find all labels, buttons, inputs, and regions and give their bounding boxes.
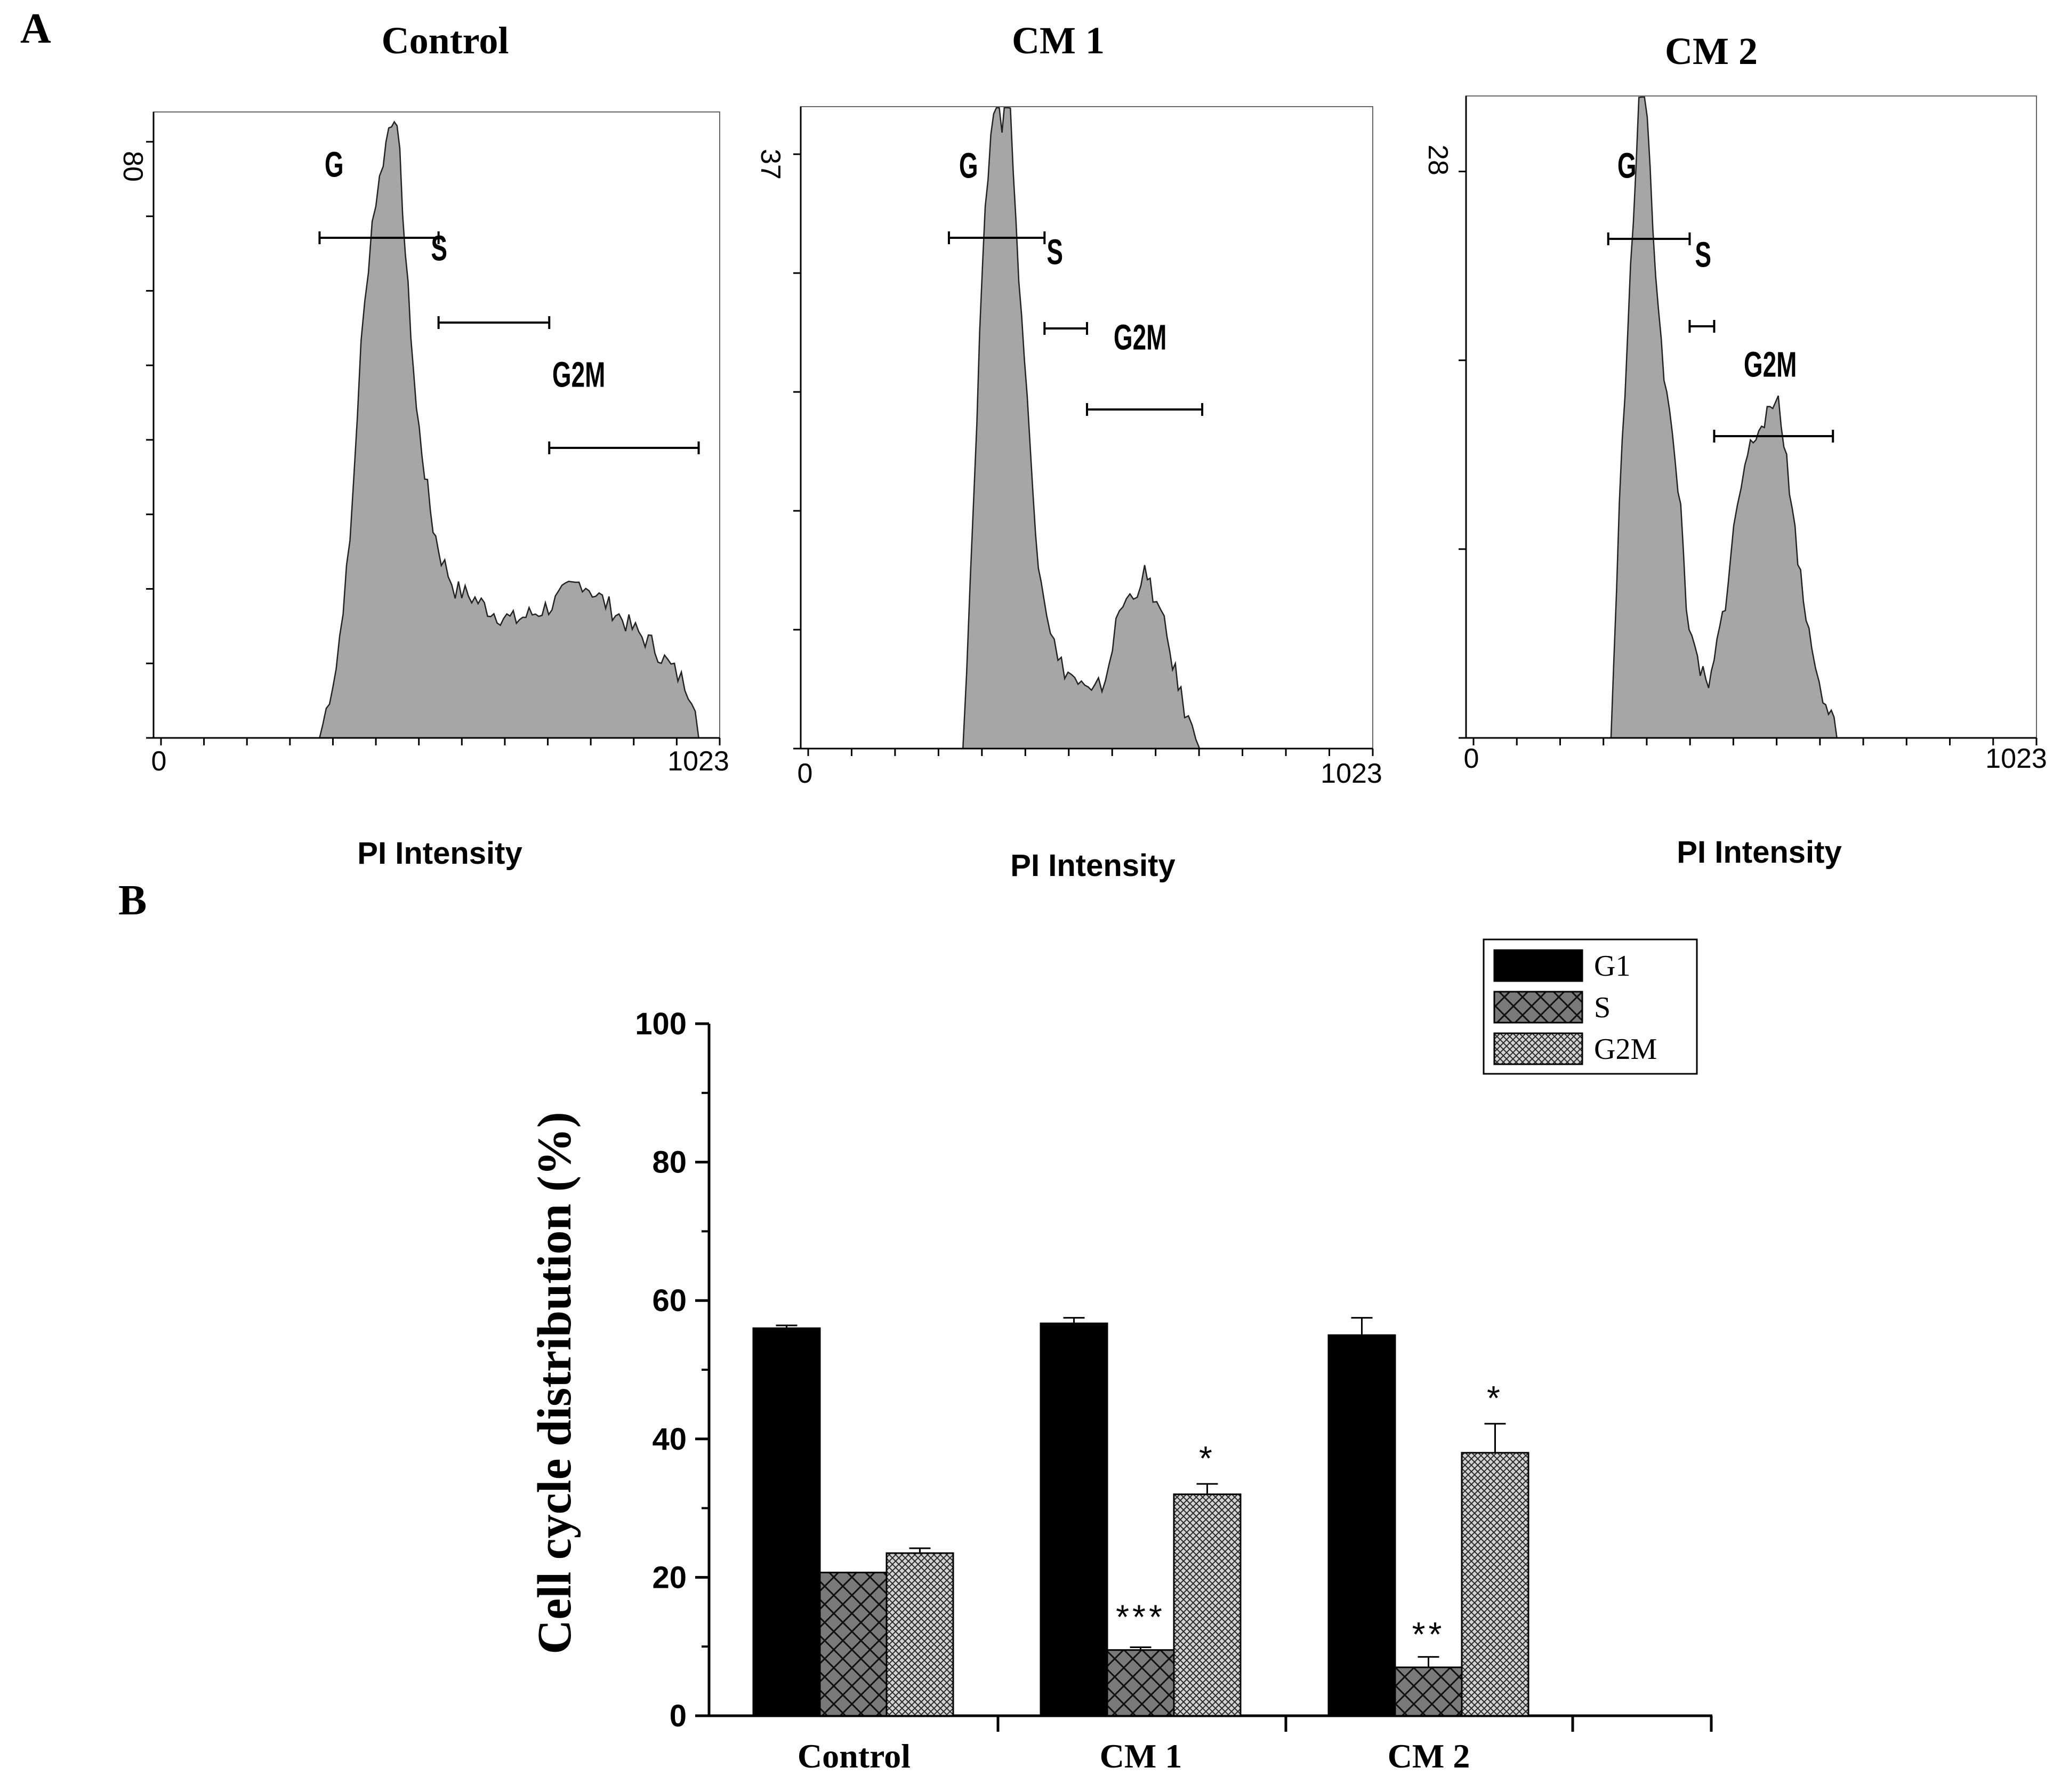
bar-y-axis-title: Cell cycle distribution (%) [528,1112,581,1654]
histogram-x-axis-title: PI Intensity [1677,835,1841,870]
gate-label: G2M [552,355,606,395]
gate-g2m: G2M [1086,318,1204,416]
bar-y-tick-label: 0 [670,1699,687,1733]
histogram-frame [800,106,1373,749]
gate-g: G [318,145,440,244]
bar-chart-cell-cycle: Cell cycle distribution (%) 0 20 40 60 80 100… [528,938,1713,1775]
histogram-cm1: CM 1 G S G2M 37 0 1023 PI Intensity [755,19,1382,883]
histogram-area [1610,96,1838,739]
bar-y-tick-label: 40 [652,1422,687,1457]
histogram-x-axis-title: PI Intensity [1010,848,1175,883]
bar-g2m-1 [885,1552,954,1717]
bar-s-1 [819,1571,888,1717]
bar-y-tick-label: 80 [652,1145,687,1180]
gate-g: G [947,146,1046,244]
legend-label-s: S [1594,991,1611,1024]
histogram-x-min-label: 0 [1464,743,1479,774]
bar-x-axis: Control CM 1 CM 2 [798,1737,1470,1775]
gate-label: G [1617,146,1637,186]
legend-swatch-s [1493,991,1583,1024]
histogram-plot: G S G2M [1459,95,2038,745]
histogram-area [318,120,700,739]
histogram-plot: G S G2M [146,111,721,745]
gate-s: S [1043,232,1089,335]
legend: G1 S G2M [1483,938,1698,1075]
gate-label: G2M [1744,345,1797,385]
gate-s: S [1688,235,1716,333]
bar-category-label-control: Control [798,1737,911,1775]
bar-y-tick-label: 20 [652,1560,687,1595]
histogram-plot: G S G2M [793,106,1374,756]
bar-marks: ******* [752,1317,1529,1717]
legend-swatch-g2m [1493,1032,1583,1065]
histogram-x-axis-title: PI Intensity [357,836,522,871]
gate-g: G [1607,146,1691,245]
legend-label-g2m: G2M [1594,1033,1657,1066]
histogram-y-max-label: 28 [1422,144,1453,175]
histogram-title: Control [382,19,509,62]
bar-y-tick-label: 100 [635,1007,687,1041]
bar-g2m-3 [1461,1452,1529,1717]
histogram-cm2: CM 2 G S G2M 28 0 1023 PI Intensity [1422,30,2047,870]
histogram-control: Control G S G2M 80 0 1023 PI Intensity [117,19,729,871]
histogram-title: CM 2 [1665,30,1758,73]
bar-g2m-2 [1173,1493,1242,1717]
histogram-y-max-label: 37 [755,149,786,180]
bar-s-3 [1394,1666,1463,1717]
bar-g1-2 [1040,1322,1108,1717]
significance-marker: * [1487,1379,1503,1417]
histogram-area [962,107,1204,750]
gate-g2m: G2M [1713,345,1834,443]
histogram-title: CM 1 [1012,19,1105,62]
gate-label: S [1695,235,1711,275]
gate-label: G2M [1114,318,1167,358]
bar-g1-1 [752,1327,821,1717]
bar-s-2 [1106,1649,1175,1717]
bar-category-label-cm2: CM 2 [1388,1737,1470,1775]
panel-b-label: B [118,877,147,924]
histogram-x-max-label: 1023 [667,746,729,777]
bar-category-label-cm1: CM 1 [1100,1737,1182,1775]
gate-s: S [431,229,551,329]
histogram-x-min-label: 0 [798,758,813,789]
legend-label-g1: G1 [1594,950,1630,983]
histogram-y-max-label: 80 [117,151,148,182]
gate-label: G [959,146,978,186]
gate-label: G [325,145,344,185]
significance-marker: ** [1412,1615,1445,1653]
legend-swatch-g1 [1493,949,1583,982]
significance-marker: *** [1116,1598,1165,1636]
bar-g1-3 [1327,1334,1396,1717]
significance-marker: * [1199,1439,1215,1477]
gate-g2m: G2M [548,355,700,454]
gate-label: S [431,229,447,269]
histogram-x-min-label: 0 [151,746,167,777]
panel-a-label: A [20,5,51,52]
bar-y-tick-label: 60 [652,1283,687,1318]
histogram-x-max-label: 1023 [1985,743,2047,774]
histogram-x-max-label: 1023 [1321,758,1382,789]
gate-label: S [1046,232,1063,272]
